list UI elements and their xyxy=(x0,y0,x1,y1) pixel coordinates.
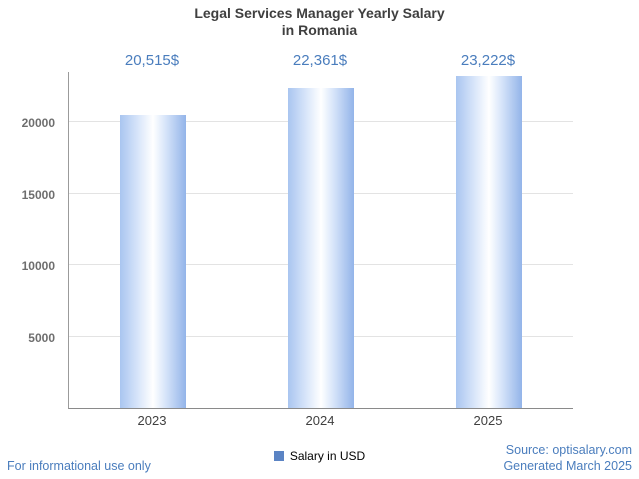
generated-date: Generated March 2025 xyxy=(503,459,632,473)
y-tick-label-5000: 5000 xyxy=(28,330,55,345)
x-label-2024: 2024 xyxy=(305,413,335,428)
bar-2025[interactable] xyxy=(456,75,522,408)
source-link[interactable]: Source: optisalary.com xyxy=(505,443,632,457)
value-labels: 20,515$ 22,361$ 23,222$ xyxy=(68,52,572,69)
chart-title: Legal Services Manager Yearly Salary in … xyxy=(0,5,639,39)
value-label-2023: 20,515$ xyxy=(124,52,180,69)
bar-column-2025 xyxy=(405,75,573,408)
x-axis-labels: 2023 2024 2025 xyxy=(68,413,572,428)
y-tick-label-20000: 20000 xyxy=(21,116,55,131)
legend: Salary in USD xyxy=(0,449,639,463)
bar-2023[interactable] xyxy=(120,114,186,408)
bar-column-2024 xyxy=(237,88,405,408)
disclaimer-text: For informational use only xyxy=(7,459,151,473)
y-axis-labels: 5000 10000 15000 20000 xyxy=(0,72,62,408)
bar-2024[interactable] xyxy=(288,88,354,408)
x-label-2025: 2025 xyxy=(473,413,503,428)
legend-swatch-icon xyxy=(273,451,284,461)
bar-column-2023 xyxy=(69,114,237,408)
plot-area xyxy=(68,72,573,409)
value-label-2025: 23,222$ xyxy=(460,52,516,69)
legend-label: Salary in USD xyxy=(289,449,366,463)
chart-title-line2: in Romania xyxy=(281,22,358,38)
y-tick-label-15000: 15000 xyxy=(21,187,55,202)
x-label-2023: 2023 xyxy=(137,413,167,428)
bars-container xyxy=(69,72,573,408)
y-tick-label-10000: 10000 xyxy=(21,259,55,274)
source-attribution: Source: optisalary.com Generated March 2… xyxy=(503,442,632,474)
value-label-2024: 22,361$ xyxy=(292,52,348,69)
chart-title-line1: Legal Services Manager Yearly Salary xyxy=(194,5,445,21)
